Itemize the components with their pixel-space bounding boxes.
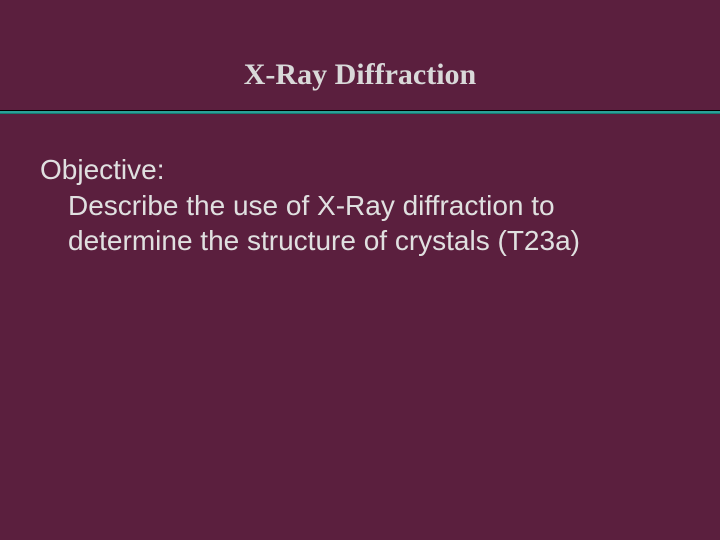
objective-heading: Objective: [40, 154, 680, 186]
slide-title: X-Ray Diffraction [0, 58, 720, 92]
slide-container: X-Ray Diffraction Objective: Describe th… [0, 0, 720, 540]
content-area: Objective: Describe the use of X-Ray dif… [0, 114, 720, 258]
title-area: X-Ray Diffraction [0, 0, 720, 110]
objective-body: Describe the use of X-Ray diffraction to… [40, 188, 680, 258]
